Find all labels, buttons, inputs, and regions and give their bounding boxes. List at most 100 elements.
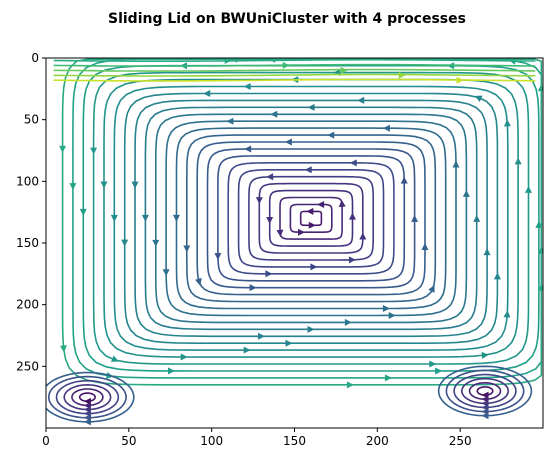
streamline-arrow [110, 355, 119, 362]
y-tick-label: 50 [24, 113, 39, 127]
streamline-arrow [59, 145, 67, 153]
y-tick-label: 150 [16, 236, 39, 250]
x-tick-label: 0 [42, 434, 50, 448]
streamline-arrow [344, 318, 352, 326]
streamline-arrow [167, 367, 176, 375]
streamline-arrow [298, 228, 306, 236]
streamline-arrow [270, 110, 278, 118]
chart-title: Sliding Lid on BWUniCluster with 4 proce… [108, 11, 466, 27]
streamline-arrow [100, 181, 108, 189]
streamline-arrow [428, 285, 435, 293]
streamline-arrow [90, 147, 98, 155]
y-tick-label: 200 [16, 298, 39, 312]
streamline [217, 155, 406, 282]
streamline-arrow [214, 253, 222, 261]
streamline-arrow [503, 119, 511, 127]
streamline-arrow [79, 208, 87, 216]
streamline-arrow [346, 381, 354, 389]
streamline-arrow [266, 173, 274, 181]
streamline-arrow [257, 332, 265, 340]
streamline-arrow [474, 95, 483, 103]
streamline-arrow [452, 160, 460, 168]
streamline [248, 175, 374, 261]
streamline [460, 377, 509, 405]
streamline-arrow [388, 311, 396, 319]
streamline-arrow [382, 305, 390, 313]
streamline-arrow [398, 71, 406, 79]
streamline-arrow [284, 138, 292, 146]
streamline [61, 58, 543, 386]
streamline-arrow [338, 199, 346, 208]
plot-area [46, 58, 543, 428]
streamline-arrow [243, 83, 251, 91]
streamline [299, 210, 323, 227]
streamline-arrow [243, 346, 251, 354]
streamline [468, 382, 502, 400]
streamline [227, 162, 395, 275]
streamline-arrow [276, 229, 284, 237]
y-axis: 0 50 100 150 200 250 [16, 51, 46, 373]
streamline-arrow [481, 351, 489, 359]
streamlines [46, 58, 543, 426]
streamline-arrow [266, 217, 274, 225]
streamline-arrow [327, 131, 335, 139]
streamline [55, 379, 120, 415]
streamline-arrow [359, 232, 367, 240]
streamline-arrow [131, 181, 139, 189]
streamline-arrow [307, 103, 315, 111]
streamline-arrow [304, 166, 312, 174]
streamline [453, 373, 517, 409]
streamline [476, 386, 494, 396]
streamline [186, 134, 437, 303]
streamline-arrow [172, 214, 180, 222]
x-tick-label: 100 [200, 434, 223, 448]
streamline-arrow [244, 145, 252, 153]
streamline-arrow [384, 374, 392, 382]
streamline [53, 68, 536, 72]
streamline-arrow [282, 61, 290, 69]
streamline [71, 388, 104, 407]
streamline [53, 78, 536, 82]
streamline-arrow [481, 412, 489, 420]
streamline-arrow [421, 242, 429, 250]
streamline-arrow [357, 96, 365, 104]
streamline [46, 371, 135, 423]
streamline-arrow [110, 214, 118, 222]
streamline-arrow [349, 159, 357, 167]
streamline-arrow [203, 89, 211, 97]
streamline [53, 73, 536, 77]
x-tick-label: 250 [449, 434, 472, 448]
streamline-arrow [255, 197, 263, 205]
streamline-arrow [307, 325, 315, 333]
streamline [279, 196, 343, 240]
x-tick-label: 50 [121, 434, 136, 448]
streamline-arrow [493, 272, 501, 280]
streamline [63, 383, 112, 411]
streamline-arrow [462, 189, 470, 197]
streamline-arrow [195, 278, 202, 286]
streamline-arrow [69, 183, 77, 191]
streamline-arrow [537, 283, 543, 291]
x-axis: 0 50 100 150 200 250 [42, 428, 472, 448]
streamline [437, 365, 533, 417]
streamline-arrow [456, 76, 464, 84]
streamline-arrow [503, 310, 511, 318]
streamline [206, 148, 416, 289]
streamline [155, 113, 468, 324]
x-tick-label: 150 [283, 434, 306, 448]
streamline-arrow [59, 345, 67, 353]
streamline-arrow [317, 200, 325, 208]
streamline [92, 71, 530, 365]
streamline-arrow [141, 214, 149, 222]
streamline-arrow [121, 239, 129, 247]
streamline [47, 375, 127, 419]
streamline-arrow [183, 245, 191, 253]
streamline [237, 169, 385, 268]
x-tick-label: 200 [366, 434, 389, 448]
streamline [258, 182, 364, 254]
streamline-arrow [226, 117, 234, 125]
streamline-arrow [483, 248, 491, 256]
streamline-arrow [285, 339, 293, 347]
streamline-arrow [400, 176, 408, 184]
